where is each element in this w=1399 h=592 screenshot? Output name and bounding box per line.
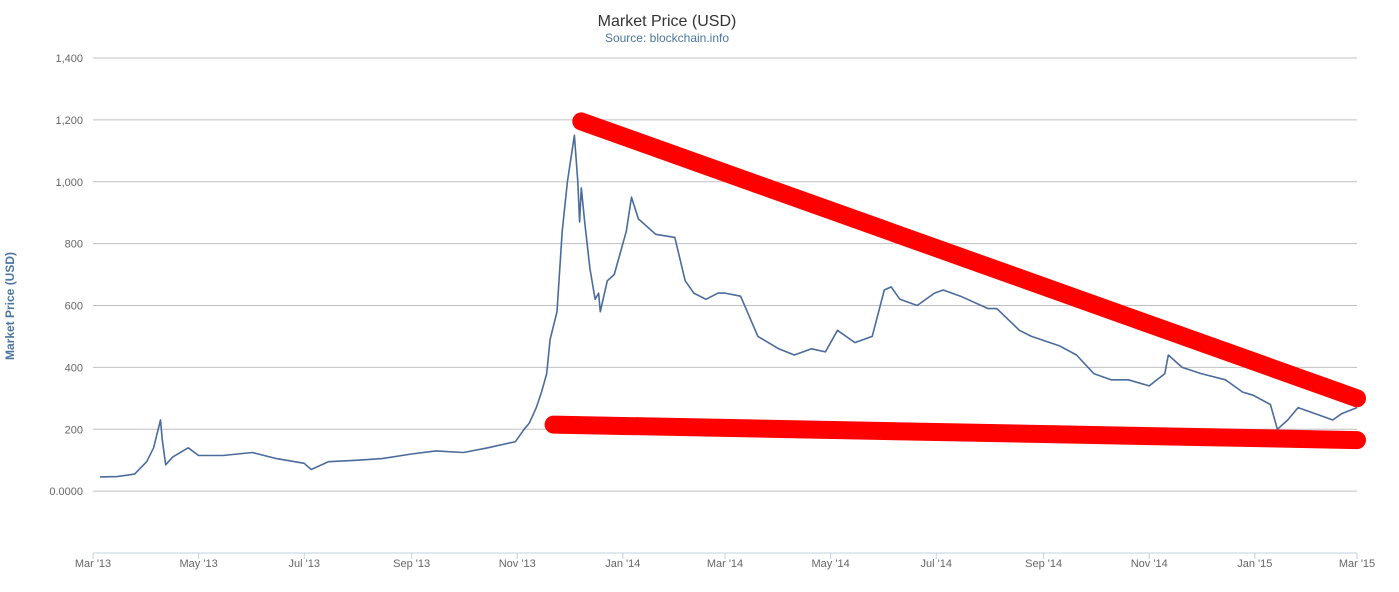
y-axis-label: Market Price (USD) <box>3 252 17 360</box>
x-tick-label: Jan '15 <box>1237 558 1272 570</box>
x-tick-label: Jul '13 <box>289 558 320 570</box>
x-tick-label: Nov '13 <box>499 558 536 570</box>
y-tick-label: 1,400 <box>55 53 83 65</box>
y-axis-ticks: 0.0000 200 400 600 800 1,000 1,200 1,400 <box>49 53 83 498</box>
y-tick-label: 600 <box>65 301 83 313</box>
y-tick-label: 0.0000 <box>49 486 83 498</box>
y-tick-label: 1,000 <box>55 177 83 189</box>
x-tick-label: Mar '14 <box>707 558 743 570</box>
x-tick-label: Jul '14 <box>921 558 952 570</box>
red-trend-line <box>572 112 1366 408</box>
x-tick-label: May '13 <box>180 558 218 570</box>
series-group <box>99 134 1358 478</box>
y-tick-label: 800 <box>65 239 83 251</box>
x-tick-label: Nov '14 <box>1131 558 1168 570</box>
price-series-line <box>99 134 1358 478</box>
x-tick-label: Sep '14 <box>1025 558 1062 570</box>
x-tick-label: Mar '13 <box>75 558 111 570</box>
x-tick-label: Sep '13 <box>393 558 430 570</box>
x-tick-label: Jan '14 <box>605 558 640 570</box>
red-trend-line <box>544 415 1366 450</box>
chart-title: Market Price (USD) <box>598 13 737 30</box>
x-axis-ticks: Mar '13 May '13 Jul '13 Sep '13 Nov '13 Jan '… <box>75 553 1375 570</box>
y-tick-label: 200 <box>65 424 83 436</box>
x-tick-label: May '14 <box>812 558 850 570</box>
chart-subtitle: Source: blockchain.info <box>605 31 729 45</box>
y-tick-label: 400 <box>65 362 83 374</box>
annotation-group <box>544 112 1366 450</box>
y-tick-label: 1,200 <box>55 115 83 127</box>
x-tick-label: Mar '15 <box>1339 558 1375 570</box>
